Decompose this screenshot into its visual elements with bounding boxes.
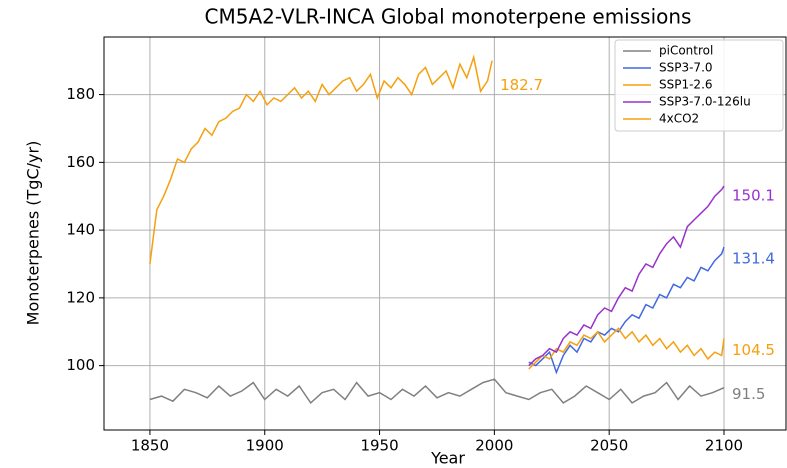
legend-label: piControl (659, 44, 713, 58)
series-line (528, 246, 725, 375)
legend-label: SSP3-7.0 (659, 61, 713, 75)
legend-box (614, 39, 784, 132)
x-tick-label: 2050 (590, 437, 628, 455)
legend-label: SSP3-7.0-126lu (659, 95, 751, 109)
end-value-label: 91.5 (732, 385, 765, 403)
legend-label: 4xCO2 (659, 112, 699, 126)
x-axis-label: Year (430, 449, 465, 468)
chart-title: CM5A2-VLR-INCA Global monoterpene emissi… (205, 5, 692, 29)
y-tick-label: 180 (66, 85, 95, 103)
x-tick-label: 1950 (360, 437, 398, 455)
end-value-label: 104.5 (732, 341, 775, 359)
series-line (149, 378, 725, 405)
end-value-label: 150.1 (732, 186, 775, 204)
series-line (528, 185, 725, 367)
y-tick-label: 160 (66, 153, 95, 171)
end-value-label: 182.7 (500, 76, 543, 94)
y-tick-label: 140 (66, 221, 95, 239)
x-tick-label: 2000 (475, 437, 513, 455)
x-tick-label: 1900 (246, 437, 284, 455)
y-tick-label: 120 (66, 288, 95, 306)
legend-label: SSP1-2.6 (659, 78, 713, 92)
y-axis-label: Monoterpenes (TgC/yr) (24, 141, 43, 326)
end-value-label: 131.4 (732, 250, 775, 268)
series-line (528, 327, 725, 370)
x-tick-label: 1850 (131, 437, 169, 455)
y-tick-label: 100 (66, 356, 95, 374)
plot-frame (103, 36, 787, 431)
x-tick-label: 2100 (705, 437, 743, 455)
series-line (149, 54, 493, 265)
